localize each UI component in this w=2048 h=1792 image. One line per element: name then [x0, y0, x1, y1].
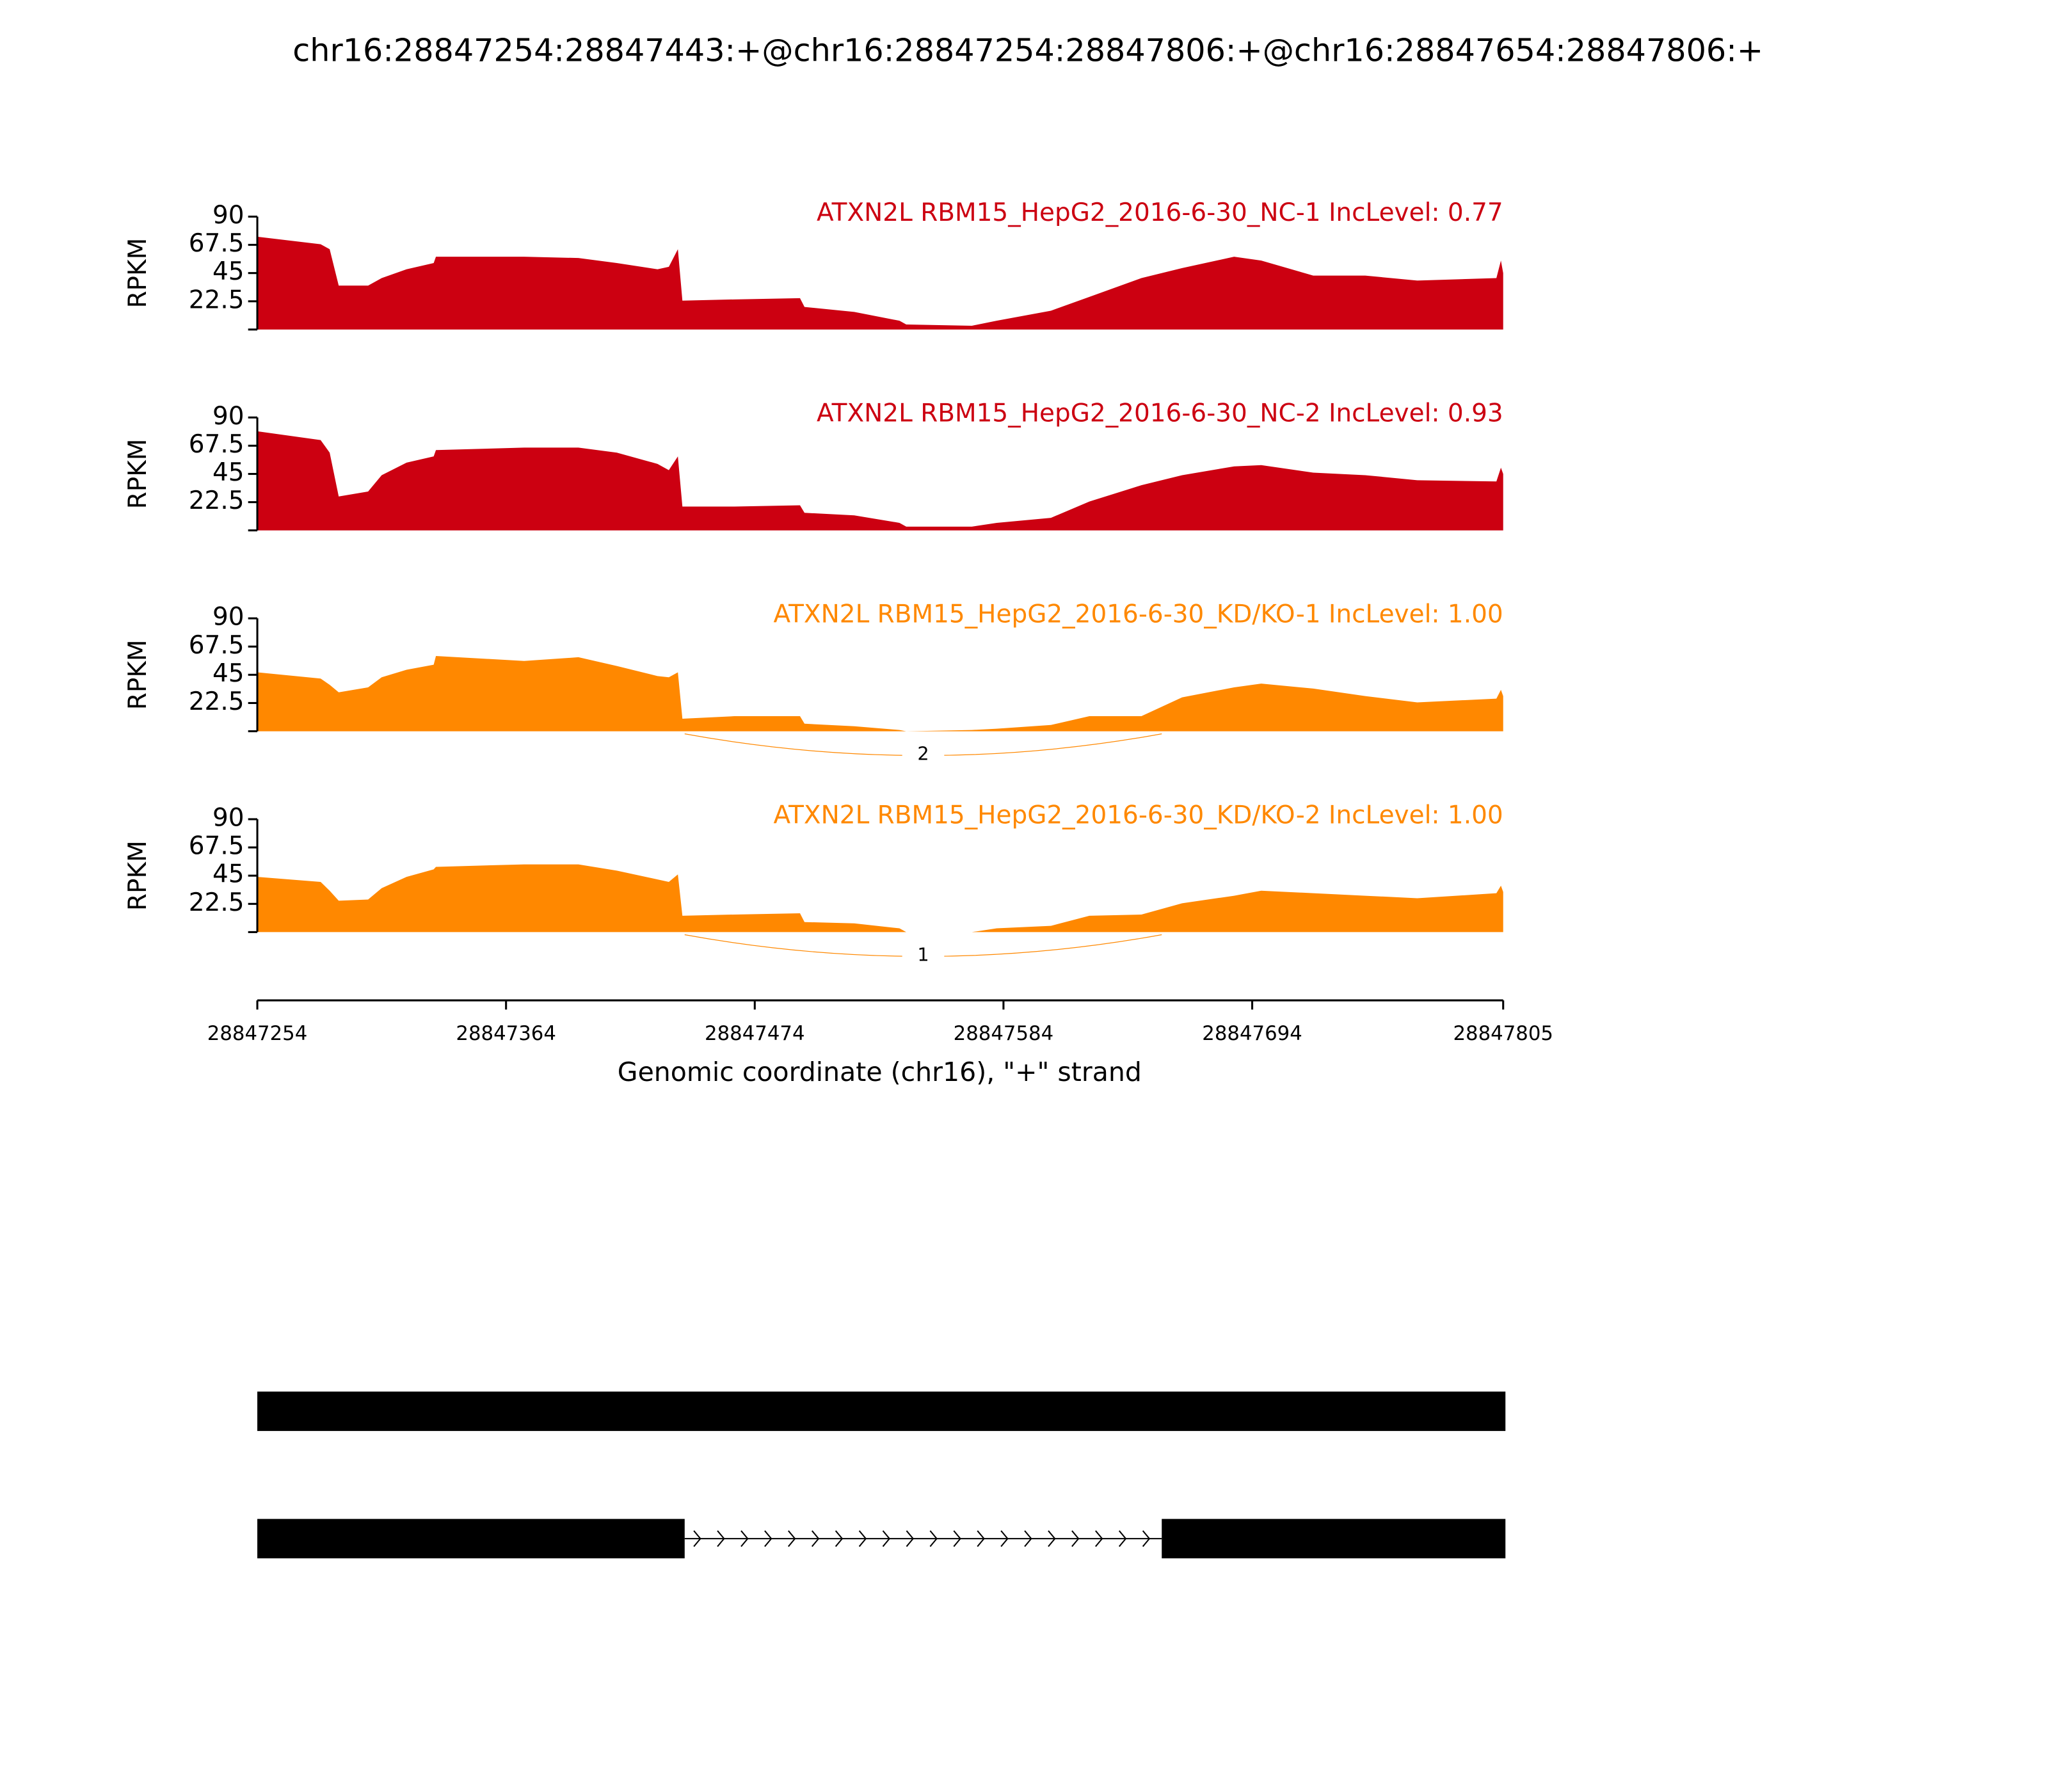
strand-arrow	[1095, 1530, 1103, 1548]
y-tick-label: 90	[212, 804, 244, 833]
x-tick-label: 28847474	[705, 1022, 805, 1045]
strand-arrow	[717, 1530, 725, 1548]
exon	[257, 1519, 685, 1558]
strand-arrow	[1000, 1530, 1009, 1548]
strand-arrow	[882, 1530, 891, 1548]
x-tick-label: 28847254	[207, 1022, 308, 1045]
coverage-area	[257, 655, 1503, 732]
strand-arrow	[1024, 1530, 1032, 1548]
y-tick-label: 45	[212, 860, 244, 889]
y-tick-label: 45	[212, 458, 244, 487]
strand-arrow	[1048, 1530, 1056, 1548]
strand-arrow	[1118, 1530, 1127, 1548]
x-tick-label: 28847694	[1202, 1022, 1302, 1045]
y-axis-label: RPKM	[124, 639, 152, 710]
y-axis-label: RPKM	[124, 840, 152, 911]
junction-label-bg	[902, 743, 945, 764]
y-tick-label: 45	[212, 659, 244, 688]
strand-arrow	[740, 1530, 749, 1548]
y-tick-label: 45	[212, 257, 244, 286]
y-tick-label: 22.5	[189, 486, 244, 515]
strand-arrow	[929, 1530, 938, 1548]
strand-arrow	[788, 1530, 796, 1548]
x-axis-label: Genomic coordinate (chr16), "+" strand	[618, 1057, 1142, 1087]
track-title: ATXN2L RBM15_HepG2_2016-6-30_KD/KO-2 Inc…	[774, 801, 1503, 829]
strand-arrow	[811, 1530, 820, 1548]
y-axis-label: RPKM	[124, 238, 152, 308]
y-tick-label: 22.5	[189, 285, 244, 314]
y-tick-label: 90	[212, 201, 244, 230]
strand-arrow	[953, 1530, 961, 1548]
y-tick-label: 90	[212, 603, 244, 632]
strand-arrow	[906, 1530, 915, 1548]
exon	[257, 1391, 1506, 1431]
y-tick-label: 67.5	[189, 832, 244, 861]
coverage-area	[257, 864, 1503, 932]
junction-label: 2	[917, 742, 929, 764]
y-tick-label: 67.5	[189, 229, 244, 258]
x-tick-label: 28847805	[1453, 1022, 1553, 1045]
strand-arrow	[1071, 1530, 1080, 1548]
x-tick-label: 28847364	[456, 1022, 556, 1045]
track-title: ATXN2L RBM15_HepG2_2016-6-30_NC-1 IncLev…	[817, 198, 1503, 227]
y-tick-label: 67.5	[189, 631, 244, 660]
y-tick-label: 22.5	[189, 687, 244, 716]
y-tick-label: 22.5	[189, 888, 244, 917]
strand-arrow	[977, 1530, 985, 1548]
strand-arrow	[835, 1530, 844, 1548]
strand-arrow	[858, 1530, 867, 1548]
x-tick-label: 28847584	[954, 1022, 1054, 1045]
y-tick-label: 90	[212, 402, 244, 431]
track-title: ATXN2L RBM15_HepG2_2016-6-30_NC-2 IncLev…	[817, 399, 1503, 428]
chart-title: chr16:28847254:28847443:+@chr16:28847254…	[292, 32, 1763, 69]
exon	[1162, 1519, 1506, 1558]
y-tick-label: 67.5	[189, 430, 244, 459]
strand-arrow	[764, 1530, 772, 1548]
track-title: ATXN2L RBM15_HepG2_2016-6-30_KD/KO-1 Inc…	[774, 600, 1503, 629]
coverage-area	[257, 236, 1503, 330]
coverage-area	[257, 431, 1503, 531]
junction-label-bg	[902, 943, 945, 965]
junction-label: 1	[917, 943, 929, 965]
strand-arrow	[693, 1530, 701, 1548]
strand-arrow	[1142, 1530, 1151, 1548]
y-axis-label: RPKM	[124, 439, 152, 509]
